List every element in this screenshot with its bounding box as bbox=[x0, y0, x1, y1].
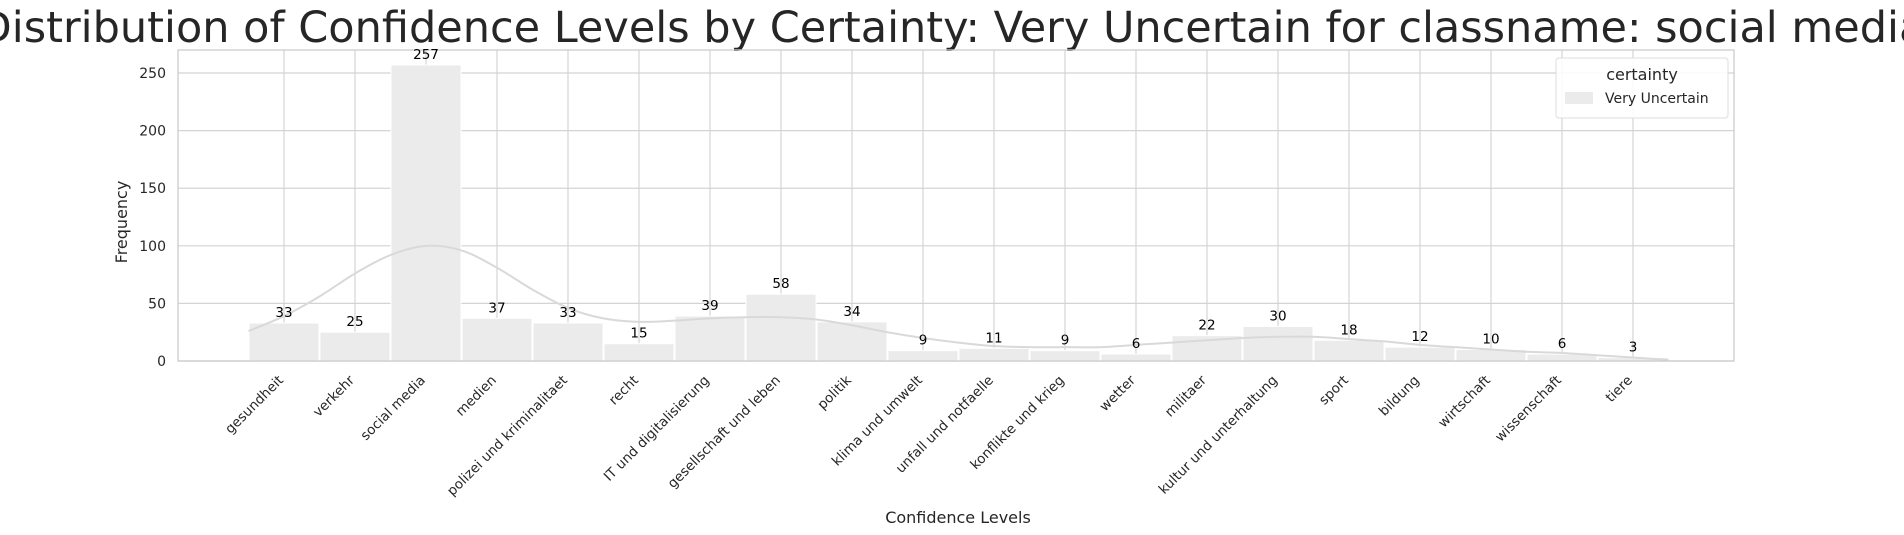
x-axis-ticks: gesundheit verkehr social media medienpoliz… bbox=[222, 372, 1636, 499]
data-label: 9 bbox=[919, 333, 928, 349]
bar-polizei-und-kriminalitaet bbox=[532, 322, 604, 362]
data-label: 6 bbox=[1132, 336, 1141, 352]
x-tick-label: kultur und unterhaltung bbox=[1156, 373, 1281, 498]
x-tick-label: militaer bbox=[1162, 372, 1210, 420]
x-tick-label: sport bbox=[1316, 373, 1352, 409]
plot-frame bbox=[177, 49, 1735, 362]
data-label: 22 bbox=[1198, 318, 1215, 334]
y-tick-label: 200 bbox=[139, 124, 166, 140]
data-label: 257 bbox=[413, 47, 439, 63]
data-label: 10 bbox=[1482, 331, 1499, 347]
data-labels: 33 25 257 37 33 15 39 58 34 9 11 9 6 22 30 18 12 10 6 3 bbox=[275, 47, 1637, 356]
y-tick-label: 100 bbox=[139, 239, 166, 255]
y-tick-label: 50 bbox=[148, 296, 166, 312]
x-tick-label: recht bbox=[606, 373, 642, 409]
data-label: 3 bbox=[1629, 340, 1638, 356]
x-axis-label: Confidence Levels bbox=[885, 508, 1031, 527]
y-tick-label: 250 bbox=[139, 66, 166, 82]
data-label: 11 bbox=[985, 330, 1002, 346]
data-label: 30 bbox=[1269, 308, 1286, 324]
x-tick-label: wissenschaft bbox=[1492, 373, 1565, 446]
bar-social-media bbox=[390, 64, 462, 362]
y-axis-ticks: 0 50 100 150 200 250 bbox=[139, 66, 166, 370]
bar-wetter bbox=[1100, 353, 1172, 362]
bar-verkehr bbox=[319, 331, 391, 362]
data-label: 58 bbox=[772, 276, 789, 292]
legend-frame bbox=[1555, 57, 1729, 119]
x-tick-label: polizei und kriminalitaet bbox=[444, 373, 571, 500]
data-label: 15 bbox=[630, 326, 647, 342]
data-label: 6 bbox=[1558, 336, 1567, 352]
data-label: 33 bbox=[275, 305, 292, 321]
data-label: 33 bbox=[559, 305, 576, 321]
chart-title: Distribution of Confidence Levels by Cer… bbox=[0, 3, 1904, 53]
data-label: 18 bbox=[1340, 322, 1357, 338]
bar-politik bbox=[816, 321, 888, 362]
data-label: 12 bbox=[1411, 329, 1428, 345]
data-label: 25 bbox=[346, 314, 363, 330]
x-tick-label: wirtschaft bbox=[1435, 373, 1494, 432]
x-tick-label: tiere bbox=[1603, 373, 1636, 406]
x-tick-label: social media bbox=[358, 373, 429, 444]
x-tick-label: politik bbox=[814, 372, 855, 413]
bar-sport bbox=[1313, 339, 1385, 362]
bar-recht bbox=[603, 343, 675, 362]
data-label: 37 bbox=[488, 300, 505, 316]
data-label: 34 bbox=[843, 304, 860, 320]
bars bbox=[248, 64, 1669, 362]
x-tick-label: medien bbox=[453, 373, 500, 420]
bar-gesellschaft-und-leben bbox=[745, 293, 817, 362]
kde-curve bbox=[248, 244, 1669, 361]
x-tick-label: wetter bbox=[1097, 372, 1140, 415]
x-tick-label: bildung bbox=[1376, 373, 1423, 420]
bar-konflikte-und-krieg bbox=[1029, 350, 1101, 362]
x-tick-label: gesundheit bbox=[222, 373, 287, 438]
x-tick-label: verkehr bbox=[310, 372, 358, 420]
legend-title: certainty bbox=[1606, 65, 1678, 84]
bar-it-und-digitalisierung bbox=[674, 315, 746, 362]
bar-bildung bbox=[1384, 346, 1456, 362]
legend-entry: Very Uncertain bbox=[1605, 91, 1709, 107]
bar-klima-und-umwelt bbox=[887, 350, 959, 362]
data-label: 39 bbox=[701, 298, 718, 314]
bar-gesundheit bbox=[248, 322, 320, 362]
y-axis-label: Frequency bbox=[112, 181, 131, 264]
legend-swatch bbox=[1565, 92, 1593, 104]
bar-unfall-und-notfaelle bbox=[958, 347, 1030, 362]
bar-medien bbox=[461, 317, 533, 362]
data-label: 9 bbox=[1061, 333, 1070, 349]
y-tick-label: 150 bbox=[139, 181, 166, 197]
legend: certainty Very Uncertain bbox=[1555, 57, 1729, 119]
bar-kultur-und-unterhaltung bbox=[1242, 325, 1314, 362]
y-tick-label: 0 bbox=[157, 354, 166, 370]
